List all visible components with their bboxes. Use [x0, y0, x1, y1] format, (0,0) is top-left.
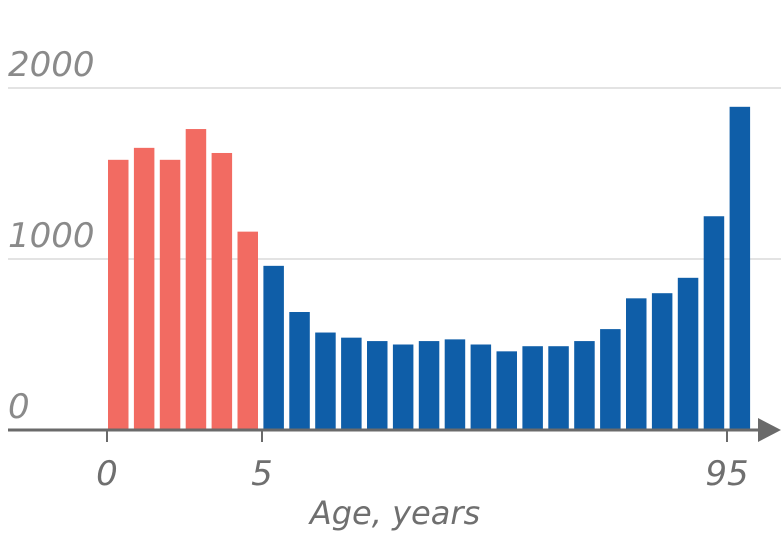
- bar-15: [496, 351, 517, 430]
- bar-0: [108, 159, 129, 430]
- bar-20: [626, 298, 647, 430]
- bar-23: [703, 216, 725, 430]
- bar-10: [367, 341, 388, 430]
- bar-9: [341, 337, 362, 430]
- bar-21: [651, 293, 673, 430]
- bar-17: [548, 346, 569, 430]
- bar-3: [185, 129, 207, 431]
- bar-5: [237, 231, 258, 430]
- bar-1: [133, 147, 155, 430]
- bar-16: [522, 346, 543, 430]
- x-axis-label: Age, years: [308, 494, 480, 532]
- bar-24: [729, 106, 751, 430]
- bar-6: [263, 265, 284, 430]
- bar-7: [289, 312, 310, 430]
- y-tick-label-2000: 2000: [8, 45, 95, 85]
- bars: [108, 106, 751, 431]
- y-tick-label-0: 0: [8, 387, 30, 427]
- x-tick-label-95: 95: [705, 454, 748, 494]
- bar-2: [159, 159, 181, 430]
- y-tick-labels: 0 1000 2000: [8, 45, 95, 427]
- bar-12: [418, 341, 440, 430]
- bar-4: [211, 152, 233, 431]
- y-tick-label-1000: 1000: [8, 216, 95, 256]
- x-tick-label-0: 0: [96, 454, 118, 494]
- x-ticks: 0 5 95: [96, 430, 749, 494]
- bar-13: [444, 339, 466, 430]
- bar-19: [600, 329, 621, 430]
- bar-14: [470, 344, 492, 430]
- bar-11: [392, 344, 414, 430]
- bar-18: [574, 341, 595, 430]
- x-axis-arrow-icon: [758, 418, 781, 442]
- x-tick-label-5: 5: [251, 454, 273, 494]
- bar-8: [315, 332, 336, 430]
- bar-22: [677, 277, 699, 430]
